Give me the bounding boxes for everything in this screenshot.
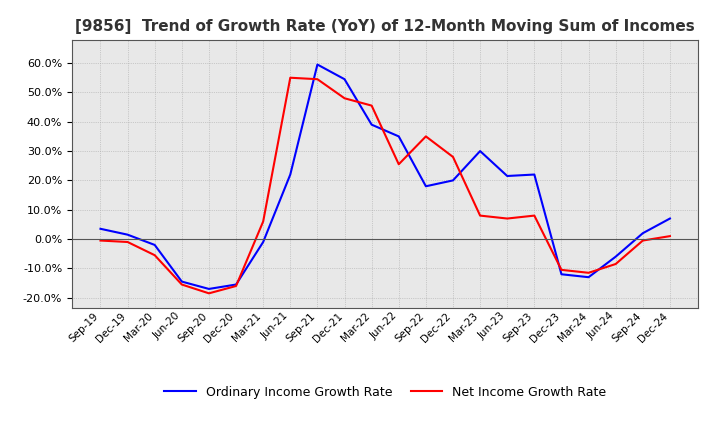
- Ordinary Income Growth Rate: [178, 279, 186, 284]
- Ordinary Income Growth Rate: [286, 172, 294, 177]
- Net Income Growth Rate: [150, 253, 159, 258]
- Net Income Growth Rate: [395, 161, 403, 167]
- Net Income Growth Rate: [178, 282, 186, 287]
- Title: [9856]  Trend of Growth Rate (YoY) of 12-Month Moving Sum of Incomes: [9856] Trend of Growth Rate (YoY) of 12-…: [76, 19, 695, 34]
- Net Income Growth Rate: [232, 283, 240, 289]
- Net Income Growth Rate: [259, 219, 268, 224]
- Line: Ordinary Income Growth Rate: Ordinary Income Growth Rate: [101, 65, 670, 289]
- Ordinary Income Growth Rate: [421, 183, 430, 189]
- Net Income Growth Rate: [421, 134, 430, 139]
- Net Income Growth Rate: [449, 154, 457, 160]
- Ordinary Income Growth Rate: [449, 178, 457, 183]
- Net Income Growth Rate: [476, 213, 485, 218]
- Ordinary Income Growth Rate: [367, 122, 376, 127]
- Legend: Ordinary Income Growth Rate, Net Income Growth Rate: Ordinary Income Growth Rate, Net Income …: [159, 381, 611, 404]
- Net Income Growth Rate: [530, 213, 539, 218]
- Ordinary Income Growth Rate: [503, 173, 511, 179]
- Ordinary Income Growth Rate: [476, 148, 485, 154]
- Ordinary Income Growth Rate: [557, 271, 566, 277]
- Net Income Growth Rate: [557, 267, 566, 272]
- Net Income Growth Rate: [286, 75, 294, 81]
- Ordinary Income Growth Rate: [313, 62, 322, 67]
- Net Income Growth Rate: [367, 103, 376, 108]
- Net Income Growth Rate: [96, 238, 105, 243]
- Ordinary Income Growth Rate: [611, 254, 620, 259]
- Ordinary Income Growth Rate: [96, 226, 105, 231]
- Ordinary Income Growth Rate: [665, 216, 674, 221]
- Net Income Growth Rate: [313, 77, 322, 82]
- Ordinary Income Growth Rate: [123, 232, 132, 237]
- Ordinary Income Growth Rate: [232, 282, 240, 287]
- Ordinary Income Growth Rate: [530, 172, 539, 177]
- Ordinary Income Growth Rate: [584, 275, 593, 280]
- Net Income Growth Rate: [665, 234, 674, 239]
- Ordinary Income Growth Rate: [204, 286, 213, 292]
- Ordinary Income Growth Rate: [341, 77, 349, 82]
- Net Income Growth Rate: [639, 238, 647, 243]
- Net Income Growth Rate: [611, 261, 620, 267]
- Net Income Growth Rate: [204, 291, 213, 296]
- Ordinary Income Growth Rate: [395, 134, 403, 139]
- Net Income Growth Rate: [123, 239, 132, 245]
- Ordinary Income Growth Rate: [259, 239, 268, 245]
- Net Income Growth Rate: [584, 270, 593, 275]
- Net Income Growth Rate: [503, 216, 511, 221]
- Ordinary Income Growth Rate: [639, 231, 647, 236]
- Line: Net Income Growth Rate: Net Income Growth Rate: [101, 78, 670, 293]
- Ordinary Income Growth Rate: [150, 242, 159, 248]
- Net Income Growth Rate: [341, 95, 349, 101]
